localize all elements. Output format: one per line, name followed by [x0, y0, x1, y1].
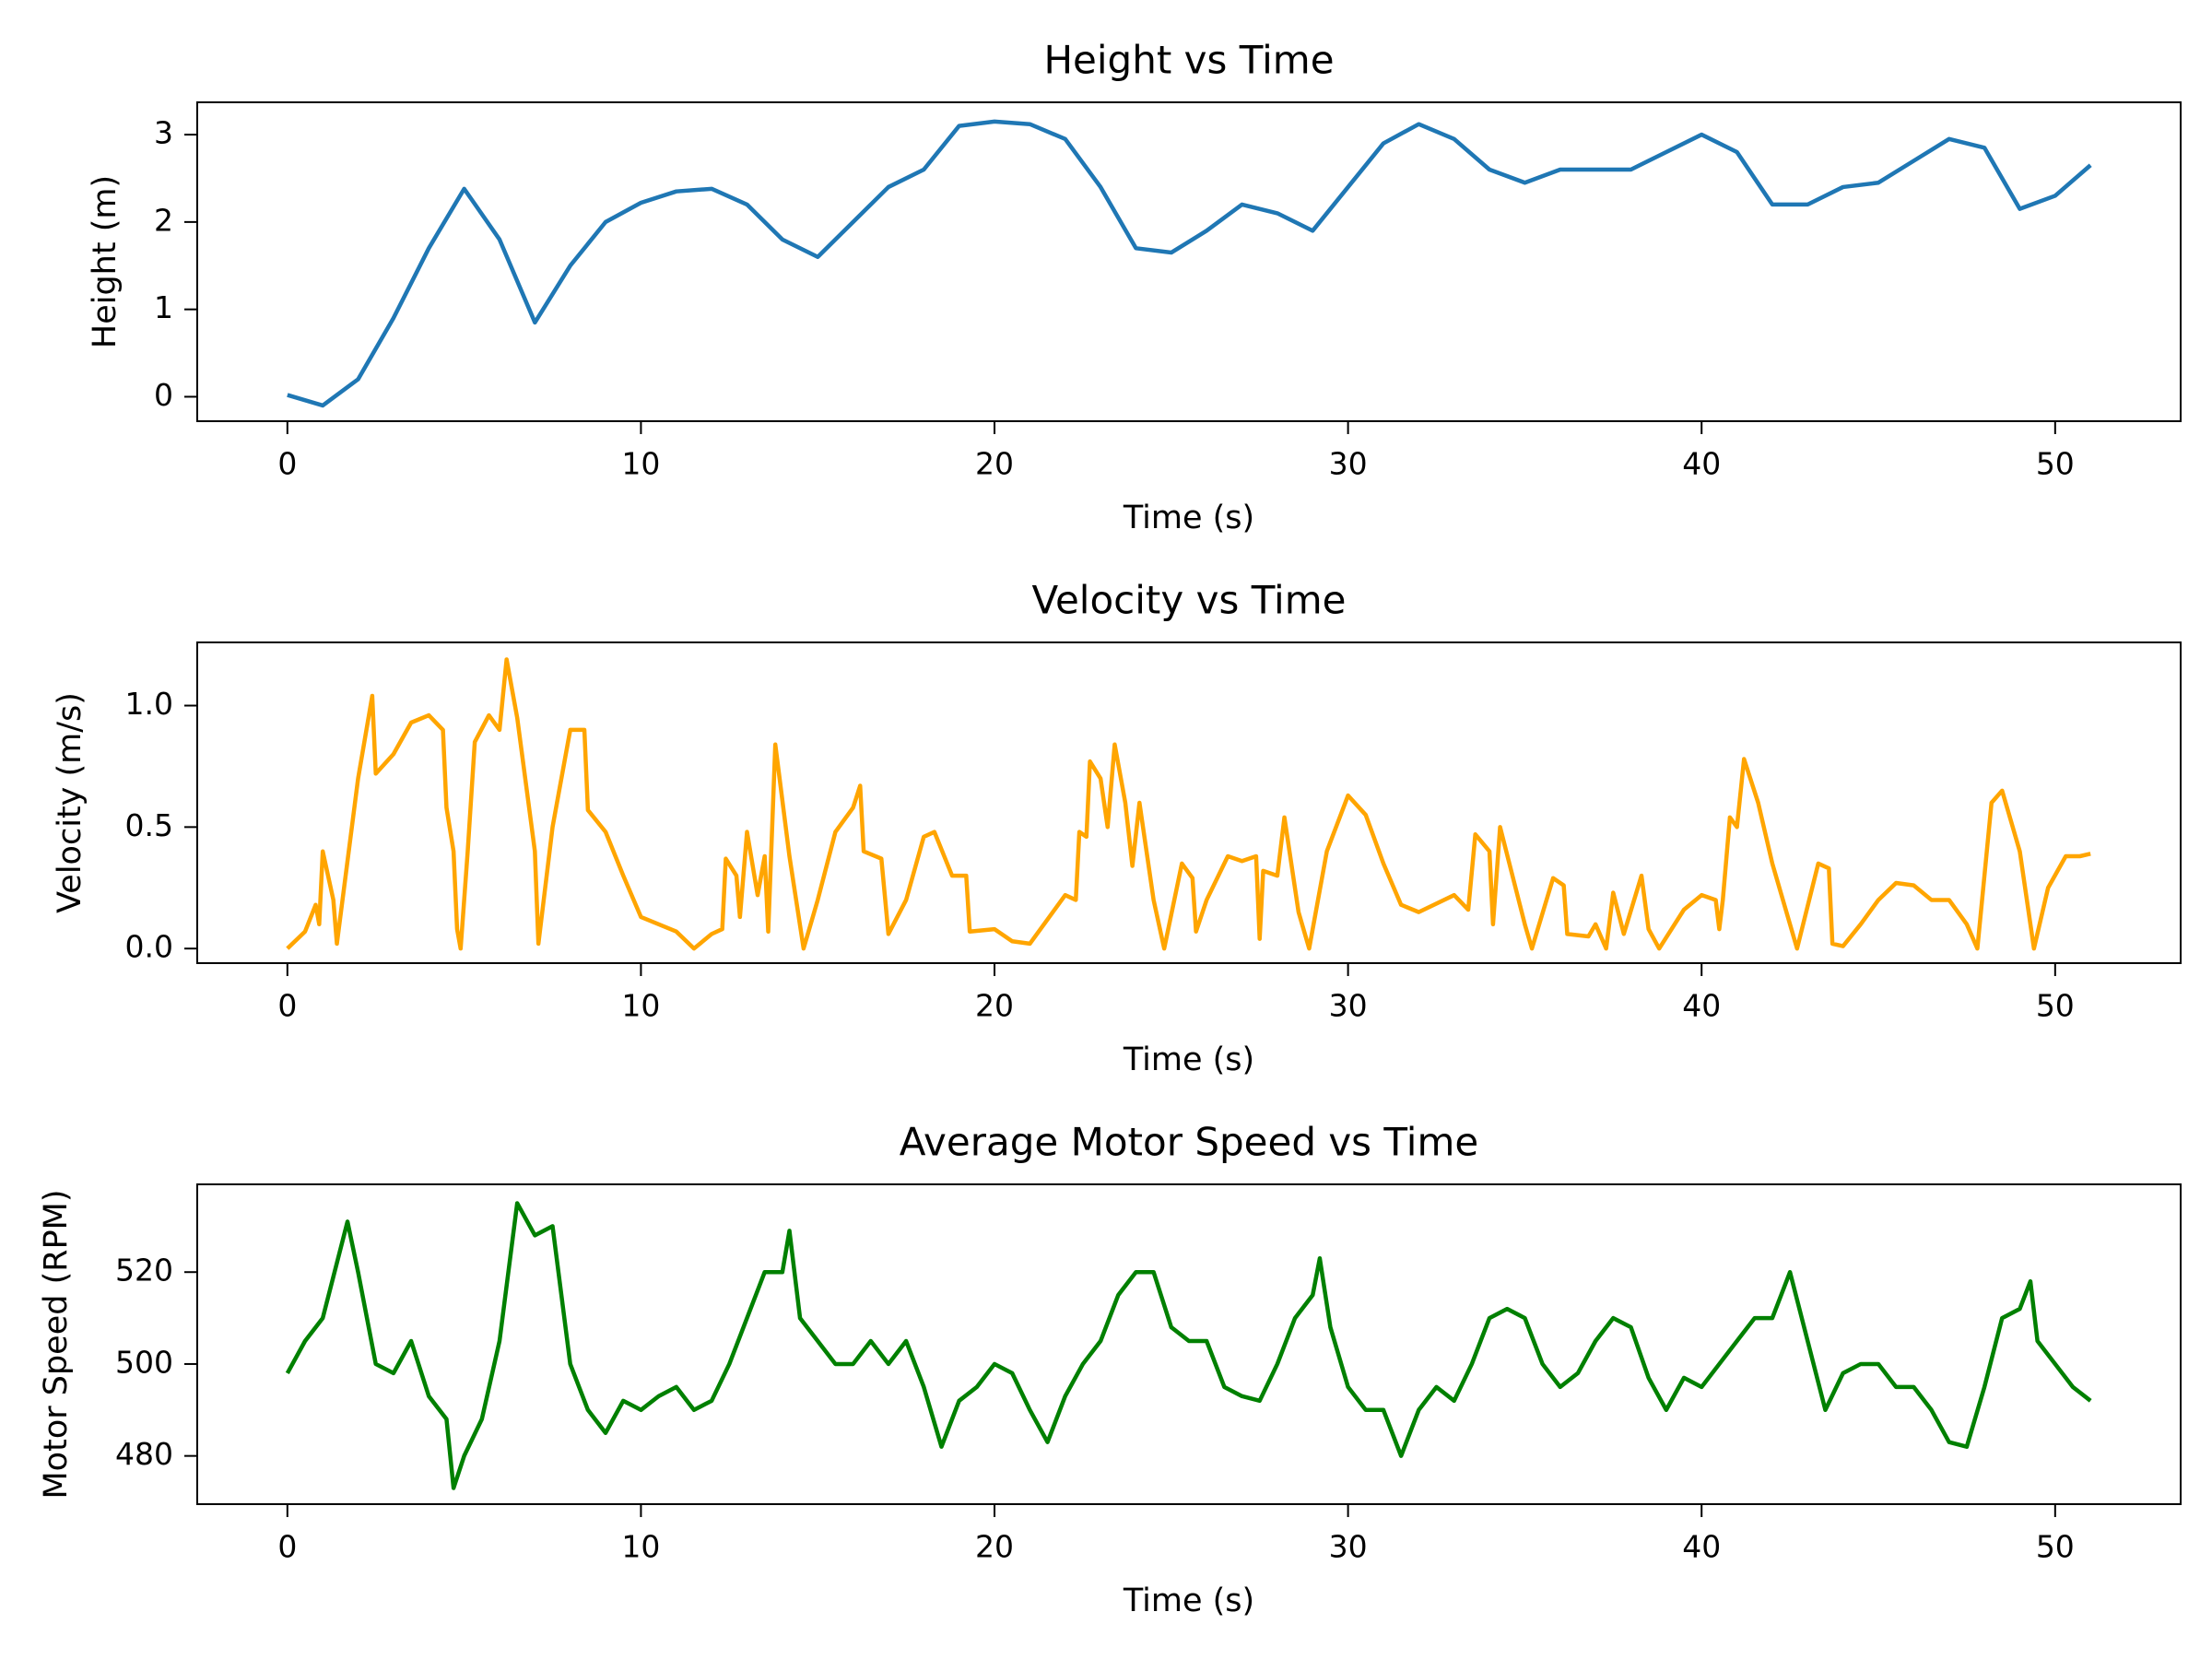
x-axis-label: Time (s)	[1123, 500, 1254, 536]
x-axis-label: Time (s)	[1123, 1041, 1254, 1078]
x-tick-label: 50	[2036, 988, 2075, 1024]
y-tick-label: 1.0	[125, 686, 173, 722]
chart-title: Velocity vs Time	[1032, 578, 1347, 623]
x-tick-label: 0	[277, 988, 297, 1024]
x-tick-label: 30	[1329, 988, 1368, 1024]
x-tick-label: 40	[1682, 988, 1721, 1024]
y-tick-label: 0.5	[125, 807, 173, 843]
y-tick-label: 520	[115, 1253, 173, 1288]
data-line	[285, 1201, 2092, 1490]
x-tick-label: 30	[1329, 446, 1368, 482]
x-tick-label: 10	[621, 1529, 660, 1565]
chart-title: Height vs Time	[1043, 38, 1334, 83]
y-axis-label: Motor Speed (RPM)	[38, 1189, 75, 1499]
y-tick-label: 3	[154, 115, 173, 151]
chart-title: Average Motor Speed vs Time	[900, 1120, 1478, 1165]
y-axis-label: Height (m)	[87, 175, 124, 348]
x-tick-label: 50	[2036, 1529, 2075, 1565]
x-tick-label: 20	[975, 988, 1014, 1024]
axes-frame	[196, 101, 2182, 422]
x-tick-label: 0	[277, 446, 297, 482]
x-tick-label: 20	[975, 446, 1014, 482]
x-tick-label: 10	[621, 988, 660, 1024]
y-tick-label: 0.0	[125, 929, 173, 965]
data-line	[286, 657, 2091, 951]
y-tick-label: 0	[154, 377, 173, 413]
y-tick-label: 2	[154, 202, 173, 238]
x-tick-label: 20	[975, 1529, 1014, 1565]
x-tick-label: 40	[1682, 1529, 1721, 1565]
axes-frame	[196, 1183, 2182, 1505]
axes-frame	[196, 641, 2182, 964]
y-tick-label: 1	[154, 289, 173, 325]
y-tick-label: 480	[115, 1436, 173, 1472]
x-tick-label: 40	[1682, 446, 1721, 482]
x-tick-label: 30	[1329, 1529, 1368, 1565]
x-tick-label: 10	[621, 446, 660, 482]
x-axis-label: Time (s)	[1123, 1583, 1254, 1619]
x-tick-label: 50	[2036, 446, 2075, 482]
x-tick-label: 0	[277, 1529, 297, 1565]
y-axis-label: Velocity (m/s)	[52, 692, 88, 913]
data-line	[287, 119, 2092, 408]
y-tick-label: 500	[115, 1344, 173, 1380]
